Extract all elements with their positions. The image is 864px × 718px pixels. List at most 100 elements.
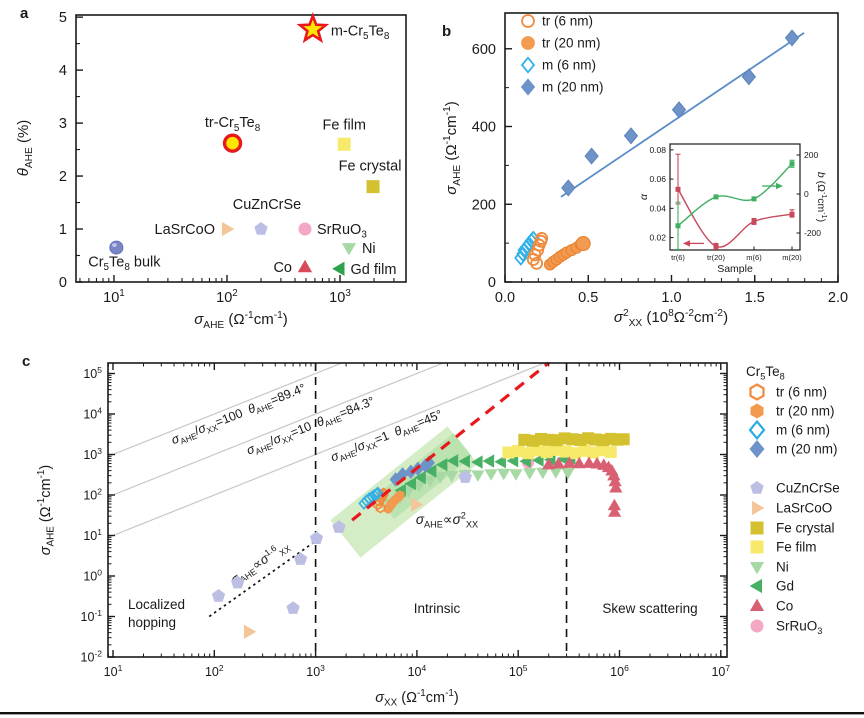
point-cr5te8-bulk: Cr5Te8 bulk <box>88 240 161 273</box>
tspan-shape: 0.0 <box>495 290 515 306</box>
tspan-shape: 0.5 <box>578 290 598 306</box>
xtick-b: 1.0 <box>661 290 681 306</box>
tspan-shape: 0.08 <box>649 145 666 155</box>
legend-c-label: tr (6 nm) <box>776 385 827 400</box>
legend-c-label: Fe crystal <box>776 521 835 536</box>
marker-pentagon <box>231 575 245 589</box>
inset-b: 0.02 0.04 0.06 0.08 -200 0 200 tr(6) tr(20) m(6) m… <box>638 143 828 275</box>
tspan-shape: σ <box>375 690 385 706</box>
ytick-c: 105 <box>83 365 102 381</box>
tspan-shape: Co <box>273 260 292 276</box>
tspan-shape: LaSrCoO <box>776 501 832 516</box>
tspan-shape: 5 <box>97 365 102 375</box>
marker-tri-left <box>482 454 495 468</box>
marker-hexagon-open <box>749 383 765 401</box>
tspan-shape: 10 <box>83 408 97 422</box>
tspan-shape: cm <box>38 478 54 497</box>
point-fe-crystal: Fe crystal <box>339 159 401 194</box>
legend-c-item: Gd <box>749 579 794 594</box>
bottom-rule <box>0 712 864 715</box>
tspan-shape: α <box>638 193 650 200</box>
marker-circle-open <box>535 232 549 245</box>
tspan-shape: 2 <box>623 308 629 319</box>
tspan-shape: cm <box>815 198 827 212</box>
inset-b-tick: 200 <box>804 150 818 160</box>
tspan-shape: (Ω <box>38 506 54 526</box>
series-c-lasrcoo <box>243 497 424 639</box>
marker-square <box>751 218 757 224</box>
inset-alpha-tick: 0.08 <box>649 145 666 155</box>
tspan-shape: m (6 nm) <box>542 58 596 73</box>
legend-c-label: Ni <box>776 560 789 575</box>
marker-circle <box>298 222 312 236</box>
tspan-shape: AHE <box>452 165 463 186</box>
tspan-shape: 10 <box>103 290 119 306</box>
tspan-shape: -1 <box>417 688 426 699</box>
ylabel-a: θAHE (%) <box>15 120 35 177</box>
legend-c-item: LaSrCoO <box>752 501 832 516</box>
marker-circle <box>521 36 535 50</box>
tspan-shape: 10 <box>104 665 118 679</box>
tspan-shape: m(6) <box>746 253 762 262</box>
tspan-shape: θ <box>246 401 258 417</box>
inset-alpha-label: α <box>638 193 650 200</box>
tspan-shape: 600 <box>472 42 496 58</box>
marker-tri-up <box>749 598 765 611</box>
panel-letter-b: b <box>442 23 451 40</box>
intrinsic-scaling-label: σAHE∝σ2XX <box>416 511 478 530</box>
tspan-shape: 3 <box>320 663 325 673</box>
tspan-shape: (Ω <box>397 690 417 706</box>
xlabel-c: σXX (Ω-1cm-1) <box>375 688 458 708</box>
tspan-shape: tr(6) <box>671 253 685 262</box>
ylabel-b: σAHE (Ω-1cm-1) <box>442 101 463 195</box>
tspan-shape: θ <box>315 414 327 430</box>
marker-diamond <box>671 101 687 119</box>
point-label-tr-cr5te8: tr-Cr5Te8 <box>205 115 261 134</box>
tspan-shape: 8 <box>124 262 130 273</box>
tspan-shape: AHE <box>24 147 35 168</box>
tspan-shape: Fe film <box>776 540 817 555</box>
tspan-shape: tr (6 nm) <box>776 385 827 400</box>
xtick-c: 101 <box>104 663 123 679</box>
tspan-shape: 3 <box>361 230 367 241</box>
marker-square <box>569 447 582 460</box>
legend-b-label: m (6 nm) <box>542 58 596 73</box>
marker-tri-down <box>549 467 563 479</box>
point-srruo3: SrRuO3 <box>298 222 367 241</box>
marker-sphere <box>109 240 124 255</box>
marker-square <box>675 223 681 229</box>
tspan-shape: (10 <box>642 309 668 326</box>
series-c-tr20-c <box>383 490 405 514</box>
tspan-shape: 10 <box>216 290 232 306</box>
tspan-shape: 5 <box>760 371 765 381</box>
tspan-shape: 3 <box>97 446 102 456</box>
marker-tri-down <box>445 471 459 483</box>
tspan-shape: ) <box>443 101 460 106</box>
tspan-shape: 8 <box>255 123 261 134</box>
point-fe-film: Fe film <box>322 117 366 151</box>
tspan-shape: 10 <box>610 665 624 679</box>
tspan-shape: -1 <box>445 688 454 699</box>
xlabel-b: σ2XX (108Ω-2cm-2) <box>614 308 728 329</box>
xtick-c: 104 <box>408 663 427 679</box>
fit-line <box>560 32 805 198</box>
tspan-shape: σ <box>194 311 204 328</box>
marker-tri-down <box>341 243 357 256</box>
tspan-shape: SrRuO <box>317 222 361 238</box>
ref-line-0 <box>107 362 545 539</box>
ytick-c: 103 <box>83 446 102 462</box>
axes-box-a <box>75 14 407 283</box>
marker-tri-up <box>562 456 576 468</box>
tspan-shape: (%) <box>15 120 32 148</box>
xtick-a: 102 <box>216 288 238 306</box>
tspan-shape: Fe film <box>322 117 366 133</box>
point-cuzncrse: CuZnCrSe <box>233 197 301 235</box>
tspan-shape: (Ω <box>815 178 827 192</box>
marker-diamond-open <box>372 486 384 500</box>
marker-pentagon <box>254 222 268 235</box>
series-m20 <box>561 29 800 197</box>
marker-square <box>789 211 795 217</box>
ytick-a: 0 <box>59 275 67 291</box>
tspan-shape: Co <box>776 599 793 614</box>
